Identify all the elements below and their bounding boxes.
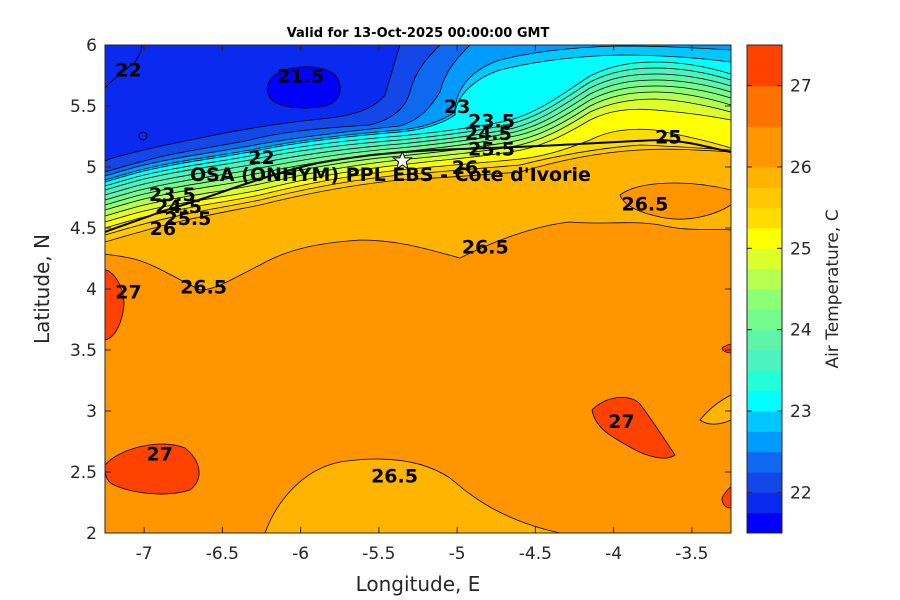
contour-label: 25.5 xyxy=(164,208,211,230)
contour-label: 26.5 xyxy=(621,194,668,216)
y-tick-label: 3.5 xyxy=(70,341,97,361)
colorbar-segment xyxy=(747,472,782,493)
contour-label: 23.5 xyxy=(149,184,196,206)
contour-label: 27 xyxy=(115,281,141,303)
colorbar: 22 23 24 25 26 27 xyxy=(746,44,812,534)
contour-blob-27-west xyxy=(105,269,125,341)
colorbar-segment xyxy=(747,248,782,270)
contour-band-26.0-south xyxy=(264,458,561,533)
colorbar-tick-label: 27 xyxy=(790,77,812,97)
y-tick-label: 5.5 xyxy=(70,97,97,117)
station-marker-icon xyxy=(391,150,413,171)
contour-ring-small xyxy=(138,131,148,141)
contour-label: 26.5 xyxy=(180,277,227,299)
x-axis-label: Longitude, E xyxy=(356,572,481,596)
x-tick-label: -5.5 xyxy=(362,544,395,564)
y-axis-label: Latitude, N xyxy=(30,234,54,344)
coastline xyxy=(105,138,731,233)
station-label: OSA (ONHYM) PPL EBS - Cote d'Ivorie xyxy=(190,164,591,186)
x-tick-label: -5 xyxy=(449,544,466,564)
x-tick-label: -6.5 xyxy=(206,544,239,564)
contour-label: 24.5 xyxy=(155,196,202,218)
x-tick-label: -4 xyxy=(605,544,622,564)
x-tick-label: -3.5 xyxy=(675,544,708,564)
contour-label: 24.5 xyxy=(465,123,512,145)
contour-label: 23 xyxy=(444,96,470,118)
y-tick-label: 3 xyxy=(86,402,97,422)
y-tick-label: 6 xyxy=(86,36,97,56)
x-tick-label: -4.5 xyxy=(519,544,552,564)
colorbar-segment xyxy=(747,45,782,87)
contour-blob-27-east-edge xyxy=(721,343,731,354)
colorbar-segment xyxy=(747,228,782,249)
contour-blob-27-far-east xyxy=(721,486,731,509)
colorbar-tick-label: 23 xyxy=(790,402,812,422)
contour-label: 25 xyxy=(655,127,681,149)
contour-label: 25.5 xyxy=(468,139,515,161)
y-tick-label: 5 xyxy=(86,158,97,178)
contour-label: 22 xyxy=(115,59,141,81)
contour-blob-26.5-east xyxy=(619,182,731,220)
contour-labels: 22 21.5222323.524.525.5262526.523.524.525… xyxy=(115,59,681,487)
contour-label: 22 xyxy=(248,147,274,169)
contour-label: 21.5 xyxy=(277,66,324,88)
colorbar-segment xyxy=(747,329,782,351)
colorbar-segment xyxy=(747,451,782,473)
contour-field xyxy=(105,45,731,533)
colorbar-segment xyxy=(747,370,782,392)
colorbar-segment xyxy=(747,289,782,310)
colorbar-segment xyxy=(747,85,782,127)
chart-title: Valid for 13-Oct-2025 00:00:00 GMT xyxy=(287,26,550,41)
colorbar-segment xyxy=(747,126,782,168)
contour-label: 26 xyxy=(150,218,176,240)
contour-label: 27 xyxy=(608,411,634,433)
colorbar-segment xyxy=(747,411,782,432)
colorbar-label: Air Temperature, C xyxy=(823,209,843,368)
contour-label: 26.5 xyxy=(462,236,509,258)
contour-blob-27-east xyxy=(591,396,676,459)
x-axis: -7 -6.5 -6 -5.5 -5 -4.5 -4 -3.5 xyxy=(136,45,708,564)
contour-blob-27-southwest xyxy=(105,443,200,495)
colorbar-segment xyxy=(747,309,782,331)
contour-label: 23.5 xyxy=(468,111,515,133)
contour-blob-21.5 xyxy=(266,66,341,109)
x-tick-label: -7 xyxy=(136,544,153,564)
y-tick-label: 4.5 xyxy=(70,219,97,239)
colorbar-segment xyxy=(747,512,782,534)
contour-ring-22-west xyxy=(105,45,143,89)
colorbar-tick-label: 22 xyxy=(790,483,812,503)
y-tick-label: 2.5 xyxy=(70,463,97,483)
contour-label: 27 xyxy=(147,444,173,466)
colorbar-segment xyxy=(747,350,782,371)
colorbar-segment xyxy=(747,207,782,229)
y-axis: 2 2.5 3 3.5 4 4.5 5 5.5 6 xyxy=(70,36,731,544)
colorbar-tick-label: 26 xyxy=(790,158,812,178)
colorbar-segment xyxy=(747,431,782,453)
contour-blob-east-low xyxy=(699,394,731,425)
colorbar-tick-label: 24 xyxy=(790,321,812,341)
colorbar-frame xyxy=(746,44,783,534)
contour-label: 26.5 xyxy=(371,466,418,488)
colorbar-segment xyxy=(747,268,782,290)
colorbar-tick-label: 25 xyxy=(790,239,812,259)
colorbar-segment xyxy=(747,187,782,209)
y-tick-label: 4 xyxy=(86,280,97,300)
x-tick-label: -6 xyxy=(292,544,309,564)
y-tick-label: 2 xyxy=(86,524,97,544)
contour-label: 26 xyxy=(452,157,478,179)
colorbar-segment xyxy=(747,167,782,188)
colorbar-segment xyxy=(747,492,782,514)
colorbar-segment xyxy=(747,390,782,412)
